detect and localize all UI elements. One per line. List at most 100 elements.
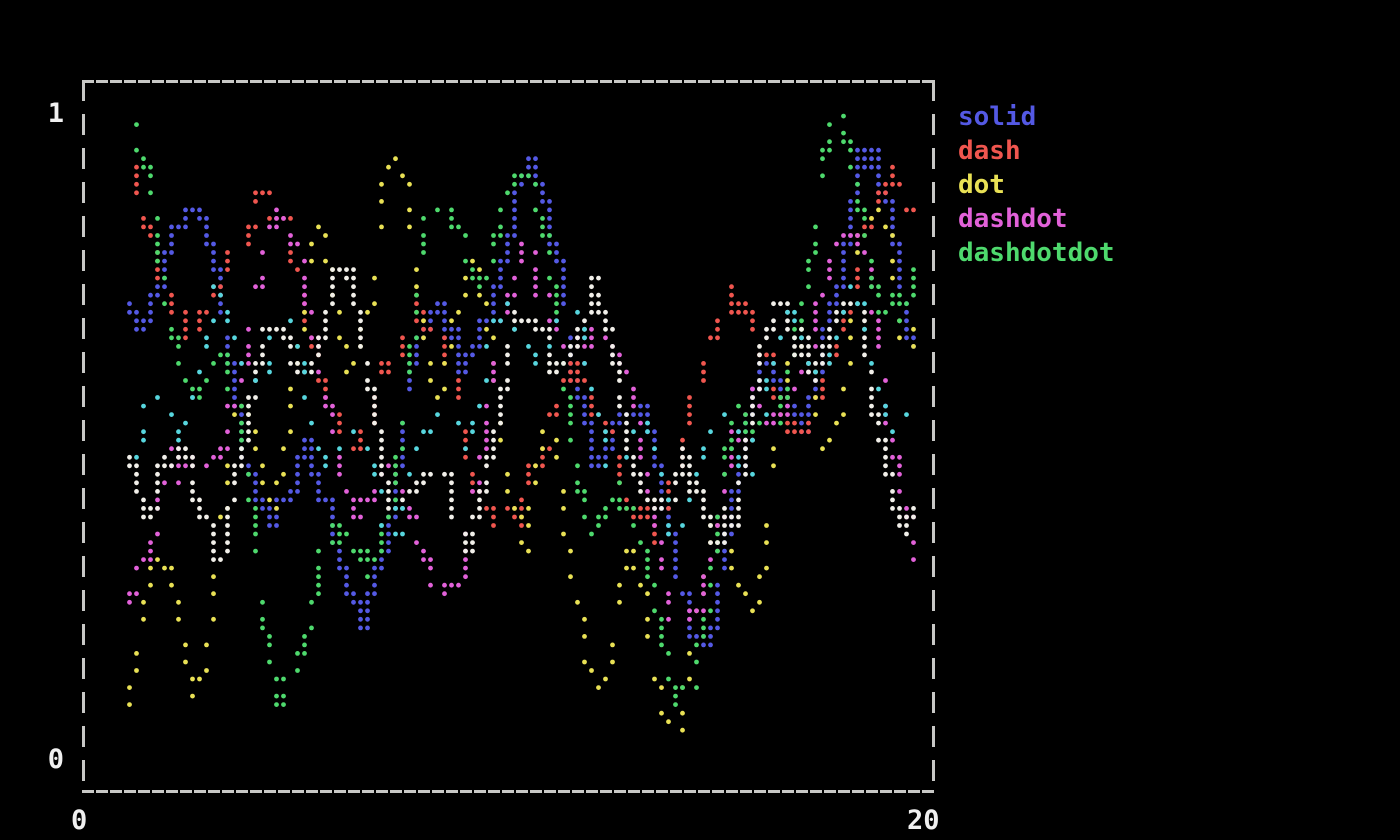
- data-dot: [379, 181, 384, 187]
- data-dot: [694, 480, 699, 486]
- data-dot: [183, 309, 188, 315]
- data-dot: [218, 446, 223, 452]
- data-dot: [715, 540, 720, 545]
- data-dot: [288, 489, 293, 494]
- data-dot: [477, 284, 482, 290]
- data-dot: [379, 471, 384, 477]
- data-dot: [505, 258, 510, 264]
- data-dot: [365, 557, 370, 562]
- data-dot: [687, 403, 692, 409]
- data-dot: [820, 395, 825, 400]
- data-dot: [708, 557, 713, 562]
- data-dot: [575, 326, 580, 332]
- data-dot: [778, 378, 783, 383]
- data-dot: [176, 429, 181, 435]
- data-dot: [750, 420, 755, 426]
- data-dot: [631, 523, 636, 528]
- data-dot: [379, 454, 384, 460]
- data-dot: [358, 548, 363, 554]
- data-dot: [701, 497, 706, 503]
- data-dot: [799, 412, 804, 417]
- data-dot: [673, 565, 678, 571]
- data-dot: [855, 241, 860, 247]
- data-dot: [897, 275, 902, 281]
- data-dot: [337, 531, 342, 537]
- data-dot: [722, 523, 727, 528]
- data-dot: [638, 489, 643, 494]
- data-dot: [463, 258, 468, 264]
- data-dot: [491, 437, 496, 443]
- data-dot: [785, 309, 790, 315]
- legend: solid dash dot dashdot dashdotdot: [958, 100, 1115, 270]
- data-dot: [463, 446, 468, 452]
- data-dot: [659, 625, 664, 631]
- data-dot: [197, 326, 202, 332]
- data-dot: [834, 284, 839, 290]
- data-dot: [379, 540, 384, 545]
- data-dot: [603, 514, 608, 520]
- data-dot: [582, 318, 587, 324]
- data-dot: [778, 412, 783, 417]
- data-dot: [876, 318, 881, 324]
- data-dot: [806, 420, 811, 426]
- data-dot: [169, 463, 174, 469]
- data-dot: [547, 199, 552, 204]
- data-dot: [638, 582, 643, 588]
- data-dot: [295, 668, 300, 673]
- data-dot: [722, 446, 727, 452]
- data-dot: [470, 480, 475, 486]
- data-dot: [841, 233, 846, 238]
- data-dot: [379, 361, 384, 366]
- data-dot: [631, 565, 636, 571]
- data-dot: [358, 344, 363, 349]
- data-dot: [708, 565, 713, 571]
- data-dot: [862, 309, 867, 315]
- data-dot: [183, 318, 188, 324]
- data-dot: [134, 668, 139, 673]
- data-dot: [386, 164, 391, 170]
- data-dot: [540, 326, 545, 332]
- data-dot: [477, 344, 482, 349]
- data-dot: [491, 446, 496, 452]
- data-dot: [547, 446, 552, 452]
- data-dot: [792, 344, 797, 349]
- data-dot: [806, 395, 811, 400]
- data-dot: [155, 506, 160, 511]
- data-dot: [575, 480, 580, 486]
- data-dot: [491, 369, 496, 375]
- data-dot: [295, 369, 300, 375]
- data-dot: [365, 548, 370, 554]
- data-dot: [624, 369, 629, 375]
- data-dot: [246, 429, 251, 435]
- data-dot: [155, 267, 160, 272]
- data-dot: [141, 599, 146, 605]
- data-dot: [316, 335, 321, 341]
- data-dot: [225, 523, 230, 528]
- data-dot: [792, 309, 797, 315]
- data-dot: [722, 454, 727, 460]
- data-dot: [876, 181, 881, 187]
- data-dot: [470, 471, 475, 477]
- data-dot: [897, 514, 902, 520]
- data-dot: [729, 548, 734, 554]
- data-dot: [645, 506, 650, 511]
- data-dot: [260, 616, 265, 622]
- data-dot: [505, 352, 510, 358]
- data-dot: [617, 480, 622, 486]
- data-dot: [897, 284, 902, 290]
- data-dot: [421, 480, 426, 486]
- data-dot: [568, 395, 573, 400]
- data-dot: [393, 471, 398, 477]
- data-dot: [617, 420, 622, 426]
- data-dot: [323, 395, 328, 400]
- data-dot: [204, 463, 209, 469]
- data-dot: [799, 318, 804, 324]
- data-dot: [659, 540, 664, 545]
- data-dot: [351, 284, 356, 290]
- data-dot: [330, 403, 335, 409]
- data-dot: [736, 506, 741, 511]
- data-dot: [708, 642, 713, 648]
- data-dot: [176, 335, 181, 341]
- data-dot: [631, 514, 636, 520]
- data-dot: [631, 454, 636, 460]
